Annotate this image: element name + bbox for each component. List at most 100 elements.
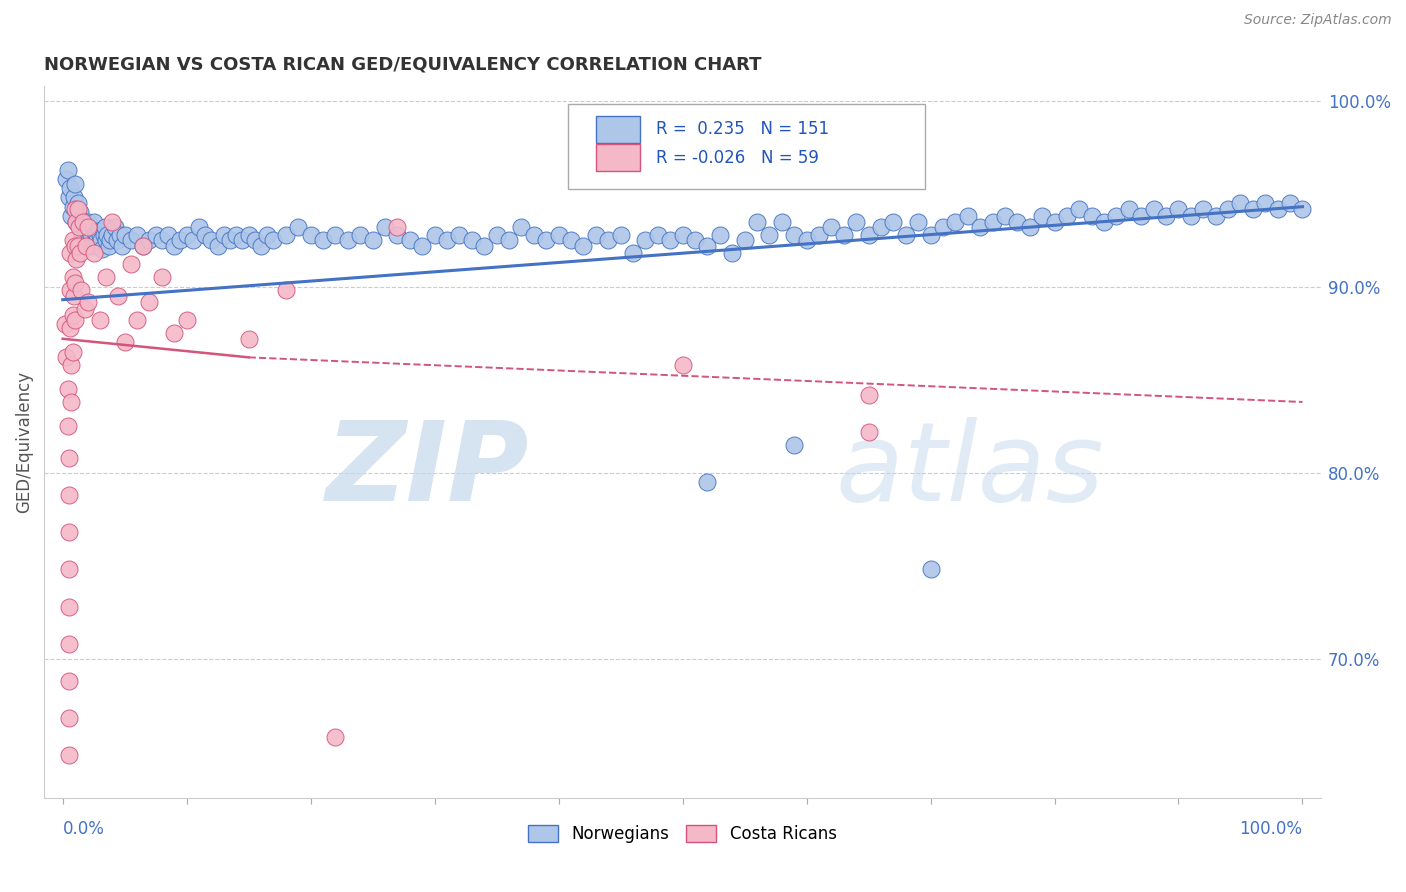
- Point: [1031, 209, 1053, 223]
- Point: [634, 233, 657, 247]
- Point: [69, 205, 91, 219]
- Point: [696, 239, 718, 253]
- Point: [212, 227, 235, 242]
- Point: [62, 270, 84, 285]
- Point: [243, 233, 266, 247]
- Point: [132, 239, 155, 253]
- Point: [176, 313, 198, 327]
- Point: [981, 214, 1004, 228]
- Point: [79, 224, 101, 238]
- Point: [120, 233, 142, 247]
- Point: [745, 214, 768, 228]
- Point: [449, 227, 471, 242]
- Point: [87, 224, 110, 238]
- Point: [238, 227, 260, 242]
- Text: atlas: atlas: [835, 417, 1105, 524]
- Point: [157, 227, 180, 242]
- Point: [262, 233, 284, 247]
- Point: [66, 202, 89, 216]
- Y-axis label: GED/Equivalency: GED/Equivalency: [15, 371, 32, 513]
- Point: [86, 233, 108, 247]
- Point: [1143, 202, 1166, 216]
- Point: [58, 525, 80, 540]
- Point: [882, 214, 904, 228]
- Point: [58, 673, 80, 688]
- Point: [870, 220, 893, 235]
- Point: [93, 227, 115, 242]
- Point: [256, 227, 278, 242]
- Text: R =  0.235   N = 151: R = 0.235 N = 151: [655, 120, 830, 138]
- Point: [73, 220, 96, 235]
- Point: [111, 239, 134, 253]
- Point: [274, 284, 297, 298]
- Point: [287, 220, 309, 235]
- Point: [1180, 209, 1202, 223]
- Point: [67, 220, 90, 235]
- Point: [58, 450, 80, 465]
- Point: [114, 335, 136, 350]
- Point: [796, 233, 818, 247]
- Point: [62, 200, 84, 214]
- Point: [150, 233, 173, 247]
- Point: [127, 227, 149, 242]
- Point: [1130, 209, 1153, 223]
- Point: [361, 233, 384, 247]
- Point: [77, 233, 100, 247]
- Point: [58, 711, 80, 725]
- Point: [1279, 196, 1302, 211]
- Point: [98, 233, 121, 247]
- Point: [63, 313, 86, 327]
- Point: [83, 246, 105, 260]
- Point: [485, 227, 508, 242]
- Point: [560, 233, 582, 247]
- FancyBboxPatch shape: [596, 145, 641, 171]
- Point: [82, 239, 104, 253]
- Point: [858, 387, 880, 401]
- Point: [325, 730, 347, 744]
- Point: [96, 227, 118, 242]
- Point: [84, 224, 107, 238]
- Point: [163, 239, 186, 253]
- Point: [207, 239, 229, 253]
- Point: [84, 227, 107, 242]
- Point: [696, 475, 718, 489]
- Point: [250, 239, 273, 253]
- Point: [107, 289, 129, 303]
- Point: [609, 227, 631, 242]
- Point: [411, 239, 433, 253]
- Point: [820, 220, 842, 235]
- Point: [80, 227, 103, 242]
- Point: [894, 227, 917, 242]
- Point: [60, 209, 83, 223]
- Point: [349, 227, 371, 242]
- Point: [56, 382, 79, 396]
- Point: [101, 227, 124, 242]
- Point: [770, 214, 793, 228]
- Point: [994, 209, 1017, 223]
- Point: [70, 224, 93, 238]
- Point: [69, 246, 91, 260]
- Point: [163, 326, 186, 341]
- Point: [138, 233, 160, 247]
- Point: [1267, 202, 1289, 216]
- Point: [374, 220, 396, 235]
- Point: [65, 252, 87, 266]
- Point: [66, 196, 89, 211]
- Point: [547, 227, 569, 242]
- Point: [231, 233, 253, 247]
- Point: [59, 284, 82, 298]
- Point: [94, 270, 117, 285]
- Point: [91, 243, 114, 257]
- Point: [66, 239, 89, 253]
- Point: [920, 227, 942, 242]
- Point: [63, 289, 86, 303]
- Point: [423, 227, 446, 242]
- Point: [132, 239, 155, 253]
- Point: [1118, 202, 1140, 216]
- Point: [62, 233, 84, 247]
- Point: [62, 344, 84, 359]
- Point: [1018, 220, 1040, 235]
- Point: [1105, 209, 1128, 223]
- Point: [1167, 202, 1189, 216]
- FancyBboxPatch shape: [568, 103, 925, 189]
